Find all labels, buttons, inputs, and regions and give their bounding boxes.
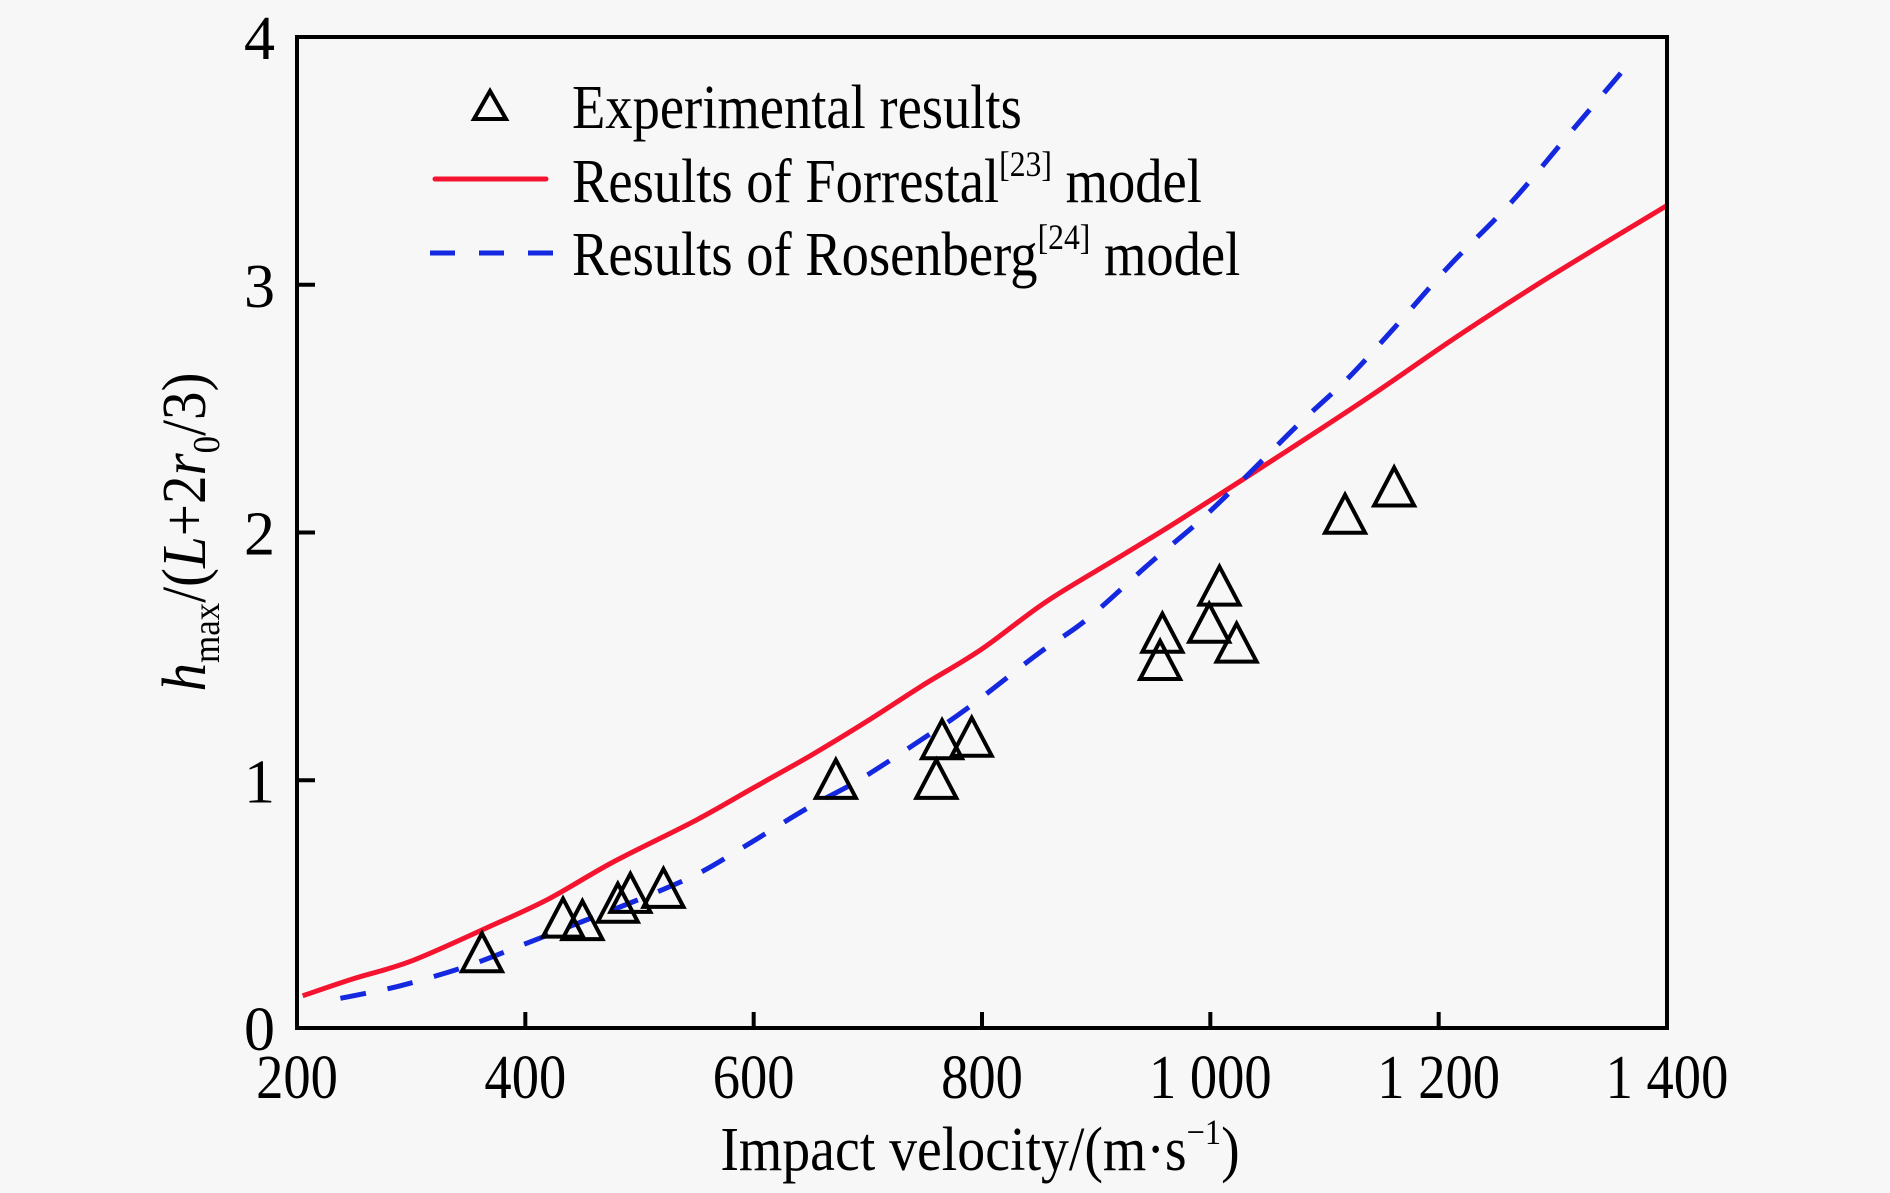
data-point-triangle	[812, 755, 860, 800]
data-point-triangle	[1136, 636, 1184, 681]
y-axis-title-part: max	[185, 603, 228, 663]
x-tick-label: 600	[713, 1043, 795, 1112]
legend-label-rosenberg: Results of Rosenberg[24] model	[572, 218, 1240, 289]
legend-label-experimental: Experimental results	[572, 73, 1022, 142]
data-point-triangle	[1321, 490, 1369, 535]
data-point-triangle	[1185, 599, 1233, 644]
series-line-rosenberg	[339, 60, 1633, 1001]
y-axis-title-part: r	[150, 453, 219, 476]
legend-label-forrestal-text: Results of Forrestal	[572, 147, 999, 216]
y-axis-title-part: /3)	[150, 373, 219, 436]
legend-item-experimental: Experimental results	[470, 73, 1022, 142]
legend-label-forrestal: Results of Forrestal[23] model	[572, 145, 1202, 216]
data-point-triangle	[948, 713, 996, 758]
x-tick-label: 200	[256, 1043, 338, 1112]
legend-item-forrestal: Results of Forrestal[23] model	[432, 145, 1202, 216]
x-tick-label: 1 000	[1149, 1043, 1272, 1112]
data-point-triangle	[594, 879, 642, 924]
legend-ref-forrestal: [23]	[999, 145, 1052, 184]
x-axis-title: Impact velocity/(m·s−1)	[720, 1112, 1239, 1183]
x-tick-label: 1 400	[1606, 1043, 1729, 1112]
y-axis-title-part: 0	[185, 436, 228, 453]
y-axis-ticks	[297, 282, 315, 783]
data-point-triangle	[918, 715, 966, 761]
data-point-triangle	[458, 929, 506, 974]
data-point-triangle	[559, 896, 606, 942]
data-point-triangle	[1196, 562, 1243, 607]
data-point-triangle	[607, 869, 654, 914]
y-axis-tick-labels: 0 1 2 3 4	[244, 5, 275, 1064]
data-point-triangle	[640, 864, 687, 909]
legend-item-rosenberg: Results of Rosenberg[24] model	[430, 218, 1240, 289]
plot-frame	[295, 35, 1669, 1030]
y-tick-label: 4	[244, 5, 275, 73]
x-axis-tick-labels: 200 400 600 800 1 000 1 200 1 400	[256, 1043, 1728, 1112]
legend: Experimental results Results of Forresta…	[430, 73, 1240, 289]
data-point-triangle	[913, 755, 960, 800]
x-axis-title-close: )	[1221, 1114, 1240, 1183]
y-axis-title-part: h	[150, 663, 219, 692]
legend-label-rosenberg-suffix: model	[1090, 220, 1240, 289]
x-tick-label: 800	[941, 1043, 1023, 1112]
legend-label-rosenberg-text: Results of Rosenberg	[572, 220, 1038, 289]
data-point-triangle	[1370, 463, 1418, 508]
data-point-triangle	[1213, 619, 1260, 664]
x-tick-label: 400	[484, 1043, 566, 1112]
y-tick-label: 1	[244, 748, 275, 816]
experimental-markers	[458, 463, 1418, 974]
triangle-marker-icon	[470, 86, 510, 121]
data-point-triangle	[1139, 609, 1186, 654]
series-line-forrestal	[301, 203, 1667, 999]
legend-ref-rosenberg: [24]	[1038, 218, 1091, 257]
y-axis-title-part: +2	[150, 476, 219, 537]
x-axis-title-exponent: −1	[1187, 1112, 1221, 1152]
y-axis-title: hmax/(L+2r0/3)	[150, 373, 227, 692]
x-axis-ticks	[523, 1012, 1441, 1028]
x-tick-label: 1 200	[1377, 1043, 1500, 1112]
y-tick-label: 2	[244, 501, 275, 569]
y-axis-title-part: L	[150, 536, 219, 569]
y-tick-label: 3	[244, 253, 275, 321]
y-axis-title-part: /(	[150, 568, 219, 603]
x-axis-title-main: Impact velocity/(m·s	[720, 1114, 1186, 1183]
y-tick-label: 0	[244, 996, 275, 1064]
legend-label-forrestal-suffix: model	[1052, 147, 1202, 216]
